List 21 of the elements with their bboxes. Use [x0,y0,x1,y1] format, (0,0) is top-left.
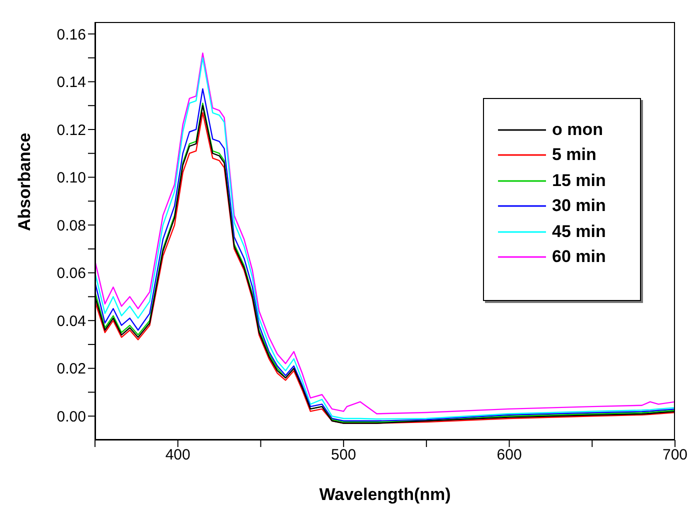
y-tick-label: 0.02 [56,360,86,378]
y-tick-label: 0.10 [56,170,86,187]
y-tick-label: 0.04 [56,312,86,330]
y-axis-title: Absorbance [15,132,34,231]
legend-label: o mon [552,120,603,140]
legend-label: 60 min [552,247,606,268]
y-tick-label: 0.00 [56,408,86,426]
y-tick-label: 0.12 [56,122,86,139]
x-tick-label: 400 [165,446,190,464]
legend-label: 5 min [552,145,596,166]
x-tick-label: 600 [496,446,522,464]
x-tick-label: 700 [662,446,688,464]
legend-label: 30 min [552,196,606,216]
x-axis-title: Wavelength(nm) [319,485,451,504]
y-tick-label: 0.08 [56,217,86,234]
legend-label: 15 min [552,170,606,191]
legend-label: 45 min [552,222,606,242]
x-tick-label: 500 [331,446,356,464]
y-tick-label: 0.16 [56,26,86,44]
y-tick-label: 0.06 [56,265,86,282]
y-tick-label: 0.14 [56,74,86,92]
